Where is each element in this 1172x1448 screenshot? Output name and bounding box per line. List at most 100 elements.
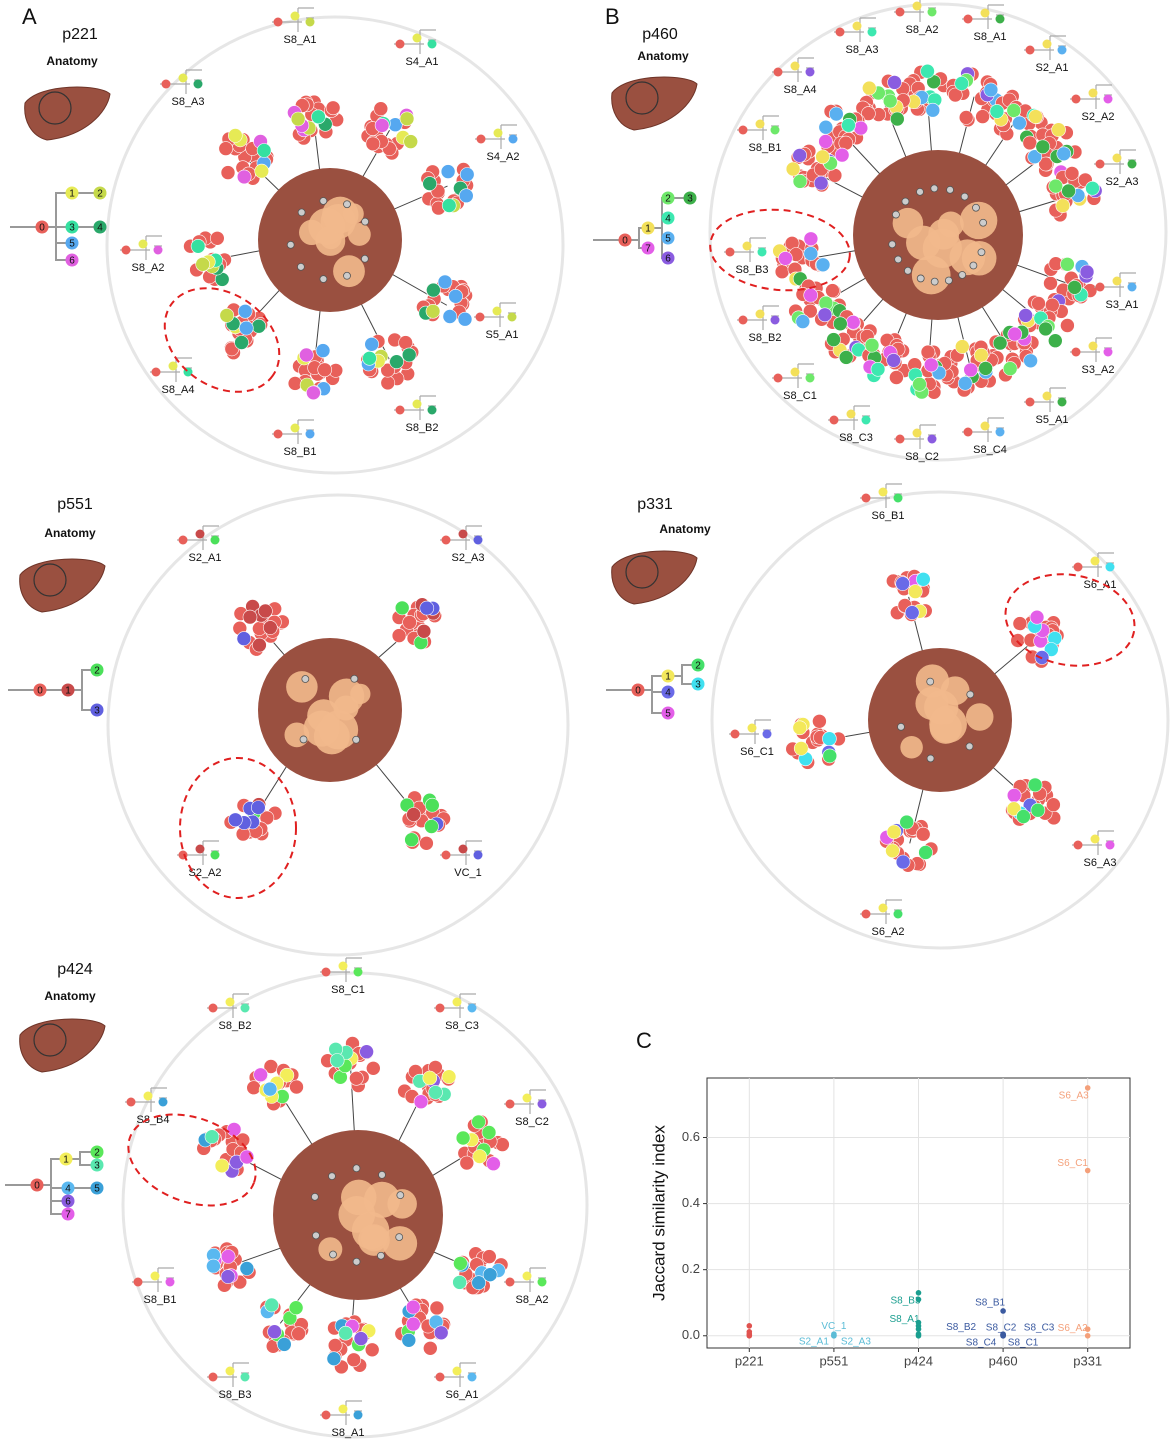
y-tick-label: 0.6 bbox=[682, 1129, 700, 1144]
cell bbox=[426, 304, 440, 318]
sample-clone bbox=[506, 1100, 515, 1109]
cell bbox=[887, 825, 901, 839]
cell bbox=[238, 304, 252, 318]
sample-site bbox=[353, 1165, 360, 1172]
clone-label: 0 bbox=[37, 686, 43, 697]
cell bbox=[990, 104, 1004, 118]
sample-clone bbox=[474, 536, 483, 545]
cell bbox=[908, 585, 922, 599]
sample-clone bbox=[1091, 835, 1100, 844]
cell bbox=[258, 604, 272, 618]
sample-clone bbox=[1106, 563, 1115, 572]
cell bbox=[365, 337, 379, 351]
sample-clone bbox=[1089, 89, 1098, 98]
sample-clone bbox=[928, 435, 937, 444]
sample-label: S3_A1 bbox=[1105, 299, 1138, 311]
cell bbox=[423, 177, 437, 191]
clone-label: 5 bbox=[665, 234, 671, 245]
sample-clone bbox=[428, 40, 437, 49]
sample-clone bbox=[211, 536, 220, 545]
sample-clone bbox=[468, 1004, 477, 1013]
sample-clone bbox=[211, 851, 220, 860]
sample-clone bbox=[159, 1098, 168, 1107]
sample-clone bbox=[453, 998, 462, 1007]
cell bbox=[374, 102, 388, 116]
point-label: S6_C1 bbox=[1057, 1158, 1088, 1169]
cell bbox=[442, 199, 456, 213]
cell bbox=[958, 376, 972, 390]
sample-clone bbox=[442, 851, 451, 860]
sample-site bbox=[967, 691, 974, 698]
clone-cluster bbox=[886, 569, 932, 621]
sample-label: VC_1 bbox=[454, 867, 482, 879]
sample-site bbox=[947, 186, 954, 193]
cell bbox=[913, 377, 927, 391]
cell bbox=[819, 120, 833, 134]
cell bbox=[1007, 788, 1021, 802]
cell bbox=[400, 112, 414, 126]
patient-title: p331 bbox=[637, 496, 673, 513]
cell bbox=[1062, 184, 1076, 198]
cell bbox=[826, 284, 840, 298]
cell bbox=[349, 1071, 363, 1085]
sample-clone bbox=[474, 851, 483, 860]
sample-clone bbox=[739, 126, 748, 135]
clone-label: 1 bbox=[69, 189, 75, 200]
sample-clone bbox=[1058, 398, 1067, 407]
cell bbox=[794, 741, 808, 755]
sample-clone bbox=[179, 74, 188, 83]
clone-label: 0 bbox=[622, 236, 628, 247]
cell bbox=[263, 1082, 277, 1096]
cell bbox=[419, 836, 433, 850]
sample-clone bbox=[436, 1004, 445, 1013]
sample-label: S2_A2 bbox=[188, 867, 221, 879]
sample-clone bbox=[743, 242, 752, 251]
cell bbox=[429, 1085, 443, 1099]
cell bbox=[221, 1250, 235, 1264]
cell bbox=[458, 312, 472, 326]
sample-clone bbox=[1104, 95, 1113, 104]
point-label: S8_A1 bbox=[889, 1314, 919, 1325]
sample-site bbox=[344, 272, 351, 279]
cell bbox=[1044, 276, 1058, 290]
point-label: VC_1 bbox=[821, 1321, 846, 1332]
sample-label: S8_A4 bbox=[783, 84, 816, 96]
sample-clone bbox=[996, 15, 1005, 24]
cell bbox=[1032, 297, 1046, 311]
x-tick-label: p460 bbox=[989, 1353, 1018, 1368]
point-label: S8_C3 bbox=[1024, 1322, 1055, 1333]
point bbox=[916, 1326, 922, 1332]
clone-label: 1 bbox=[63, 1155, 69, 1166]
sample-clone bbox=[413, 400, 422, 409]
sample-label: S8_B1 bbox=[748, 142, 781, 154]
sample-clone bbox=[1072, 348, 1081, 357]
clone-label: 5 bbox=[94, 1184, 100, 1195]
clone-label: 7 bbox=[645, 244, 651, 255]
sample-clone bbox=[913, 2, 922, 11]
sample-clone bbox=[196, 845, 205, 854]
cell bbox=[460, 1156, 474, 1170]
point-label: S8_C1 bbox=[1008, 1337, 1039, 1348]
sample-site bbox=[972, 204, 979, 211]
cell bbox=[289, 1301, 303, 1315]
cell bbox=[889, 371, 903, 385]
sample-site bbox=[328, 1173, 335, 1180]
cell bbox=[277, 1337, 291, 1351]
cell bbox=[865, 338, 879, 352]
sample-clone bbox=[169, 362, 178, 371]
cell bbox=[404, 135, 418, 149]
sample-label: S8_B2 bbox=[218, 1020, 251, 1032]
lesion bbox=[286, 671, 318, 703]
cell bbox=[360, 1045, 374, 1059]
sample-clone bbox=[1072, 95, 1081, 104]
sample-site bbox=[892, 211, 899, 218]
sample-clone bbox=[477, 135, 486, 144]
cell bbox=[1065, 166, 1079, 180]
sample-site bbox=[397, 1192, 404, 1199]
cell bbox=[955, 77, 969, 91]
cell bbox=[793, 174, 807, 188]
cell bbox=[921, 345, 935, 359]
sample-clone bbox=[322, 1411, 331, 1420]
sample-clone bbox=[151, 1272, 160, 1281]
cell bbox=[890, 112, 904, 126]
